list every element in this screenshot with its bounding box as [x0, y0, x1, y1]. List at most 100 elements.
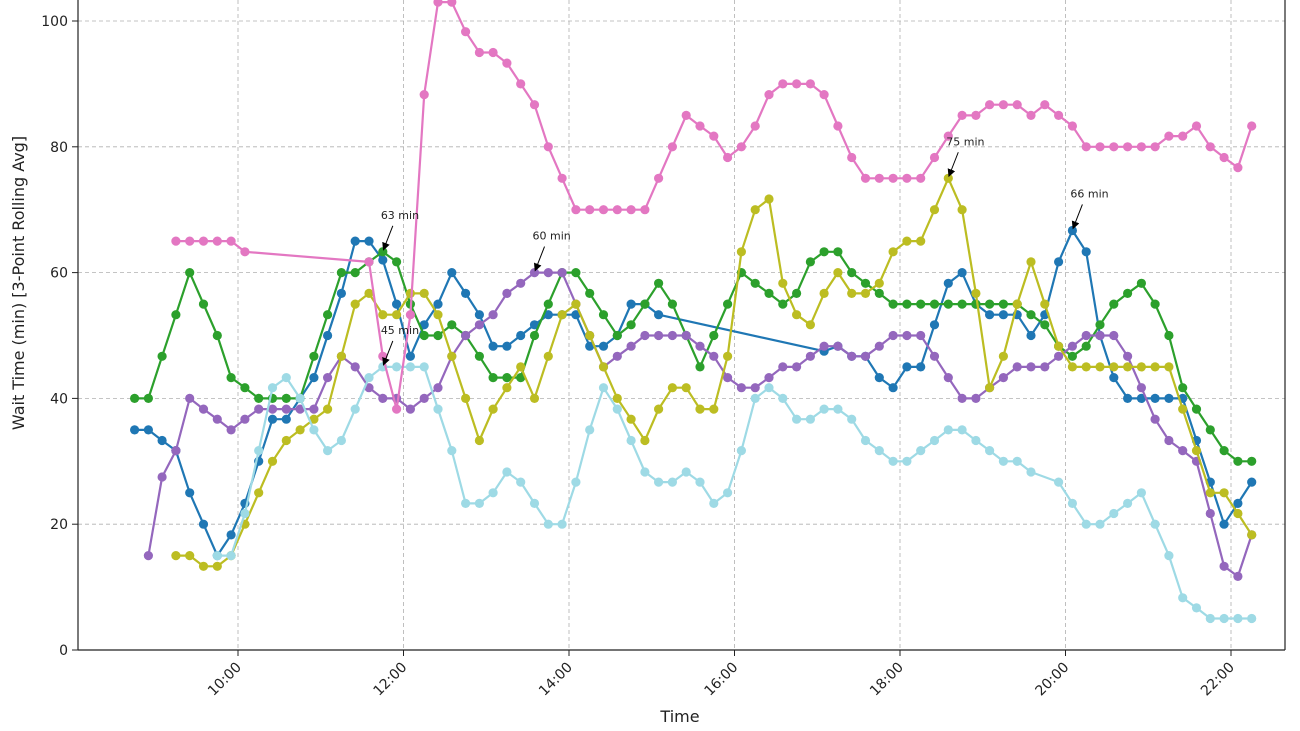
data-point	[240, 247, 250, 257]
data-point	[847, 288, 857, 298]
annotation-layer: 63 min 45 min 60 min 75 min 66 min	[381, 135, 1109, 366]
data-point	[226, 551, 236, 561]
data-point	[543, 310, 553, 320]
x-tick-label: 12:00	[370, 660, 410, 700]
data-point	[364, 373, 374, 383]
data-point	[309, 373, 319, 383]
data-point	[557, 173, 567, 183]
data-point	[695, 341, 705, 351]
data-point	[461, 330, 471, 341]
x-tick-label: 14:00	[536, 660, 576, 700]
data-point	[916, 299, 926, 309]
data-point	[943, 425, 953, 435]
data-point	[433, 383, 443, 393]
data-point	[281, 435, 291, 446]
data-point	[474, 351, 484, 361]
data-point	[929, 205, 940, 215]
data-point	[529, 320, 540, 330]
data-point	[667, 383, 678, 393]
data-point	[916, 362, 926, 372]
data-point	[792, 288, 802, 298]
data-point	[198, 236, 209, 246]
data-point	[998, 310, 1009, 320]
data-point	[1233, 498, 1243, 508]
data-point	[378, 247, 388, 257]
data-point	[1081, 330, 1091, 341]
data-point	[447, 351, 457, 361]
data-point	[860, 288, 871, 298]
data-point	[433, 310, 443, 320]
data-point	[985, 299, 995, 309]
data-point	[378, 255, 388, 265]
data-point	[185, 488, 195, 498]
data-point	[130, 425, 140, 435]
data-point	[667, 477, 678, 487]
data-point	[792, 362, 802, 372]
data-point	[943, 278, 953, 288]
data-point	[309, 404, 319, 414]
x-tick-label: 16:00	[701, 660, 741, 700]
data-point	[654, 278, 664, 288]
data-point	[267, 383, 278, 393]
data-point	[226, 530, 236, 540]
data-point	[254, 488, 264, 498]
data-point	[171, 236, 181, 246]
data-point	[1095, 362, 1105, 372]
data-point	[598, 341, 609, 351]
data-point	[667, 330, 678, 341]
data-point	[1109, 362, 1119, 372]
y-tick-label: 40	[50, 391, 68, 407]
data-point	[336, 268, 346, 278]
data-point	[502, 341, 512, 351]
data-point	[212, 414, 222, 424]
data-point	[1178, 404, 1188, 414]
data-point	[143, 551, 153, 561]
y-tick-label: 20	[50, 517, 68, 533]
data-point	[929, 320, 940, 330]
data-point	[226, 236, 236, 246]
data-point	[640, 205, 650, 215]
data-point	[143, 393, 153, 403]
series-6	[171, 0, 1257, 414]
data-point	[405, 404, 415, 414]
data-point	[392, 404, 402, 414]
data-point	[571, 310, 581, 320]
data-point	[1233, 163, 1243, 173]
data-point	[1067, 341, 1077, 351]
data-point	[612, 205, 622, 215]
data-point	[929, 435, 940, 446]
data-point	[240, 508, 250, 519]
data-point	[254, 446, 264, 456]
data-point	[502, 383, 512, 393]
data-point	[1164, 551, 1174, 561]
data-point	[943, 299, 953, 309]
data-point	[764, 373, 774, 383]
data-point	[971, 435, 981, 446]
data-point	[1123, 351, 1133, 361]
data-point	[819, 90, 829, 100]
annotation-label: 63 min	[381, 209, 419, 222]
data-point	[626, 205, 636, 215]
data-point	[1123, 362, 1133, 372]
data-point	[1067, 225, 1077, 236]
data-point	[226, 373, 236, 383]
data-point	[736, 142, 747, 152]
data-point	[888, 173, 898, 183]
data-point	[1123, 393, 1133, 403]
data-point	[598, 383, 609, 393]
data-point	[957, 110, 967, 120]
data-point	[1081, 341, 1091, 351]
data-point	[502, 58, 512, 68]
data-point	[874, 341, 884, 351]
data-point	[1247, 456, 1257, 466]
data-point	[998, 456, 1009, 466]
data-point	[1233, 508, 1243, 519]
data-point	[488, 488, 498, 498]
data-point	[1150, 414, 1160, 424]
data-point	[736, 383, 747, 393]
data-point	[626, 320, 636, 330]
data-point	[392, 257, 402, 267]
data-point	[902, 173, 912, 183]
data-point	[1164, 131, 1174, 141]
data-point	[626, 435, 636, 446]
